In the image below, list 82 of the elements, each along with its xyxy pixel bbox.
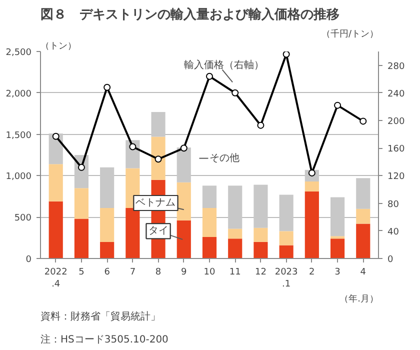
y-tick-label: 0 — [26, 255, 32, 265]
point — [129, 143, 136, 150]
x-tick-label: 2023 .1 — [274, 268, 298, 290]
point — [180, 144, 188, 152]
y2-tick-label: 40 — [388, 227, 400, 238]
y-tick-label: 500 — [14, 214, 32, 224]
y2-axis-title: （千円/トン） — [321, 28, 379, 40]
y2-tick-label: 80 — [388, 200, 400, 210]
bar — [228, 238, 242, 258]
x-tick-label: 12 — [254, 268, 266, 278]
bar — [126, 208, 140, 258]
y2-tick-label: 200 — [388, 117, 405, 127]
point — [360, 118, 367, 125]
bar — [330, 236, 345, 239]
point — [257, 122, 264, 129]
series-label: タイ — [148, 226, 168, 237]
bar — [151, 112, 166, 137]
x-tick-label: 8 — [155, 268, 162, 278]
bar — [74, 218, 89, 258]
point — [52, 132, 60, 140]
y2-tick-label: 280 — [388, 62, 405, 72]
chart-title: 図８ デキストリンの輸入量および輸入価格の推移 — [40, 6, 340, 22]
bar — [100, 167, 114, 208]
bar — [202, 208, 217, 237]
bar — [202, 236, 217, 258]
x-tick-label: 6 — [104, 268, 110, 278]
bar — [74, 188, 89, 219]
x-tick-label: 10 — [204, 268, 216, 278]
bar — [176, 220, 191, 258]
bar — [356, 208, 370, 224]
bar — [228, 228, 242, 239]
point — [334, 102, 342, 109]
y-tick-label: 2,500 — [6, 48, 32, 58]
text: 注：HSコード3505.10-200 — [40, 334, 168, 346]
bar — [48, 201, 63, 258]
bar — [279, 245, 294, 258]
bar — [356, 178, 370, 209]
point — [154, 156, 162, 163]
point — [104, 84, 111, 91]
bar — [304, 181, 319, 192]
y2-tick-label: 160 — [388, 144, 405, 155]
x-tick-label: 5 — [78, 268, 84, 278]
x-tick-label: 3 — [334, 268, 340, 278]
bar — [356, 224, 370, 258]
bar — [100, 242, 114, 258]
x-tick-label: 7 — [130, 268, 136, 278]
y2-tick-label: 240 — [388, 89, 405, 100]
series-label: 輸入価格（右軸） — [184, 59, 264, 72]
bar — [279, 231, 294, 246]
point — [206, 72, 213, 80]
bar — [48, 164, 63, 202]
bar — [151, 136, 166, 180]
x-tick-label: 2 — [309, 268, 315, 278]
bar — [228, 186, 242, 229]
bar — [176, 182, 191, 220]
y-tick-label: 1,000 — [6, 172, 32, 182]
bar — [330, 238, 345, 258]
point — [282, 52, 290, 58]
bar — [279, 194, 294, 232]
bar — [202, 186, 217, 208]
x-tick-label: 4 — [360, 268, 366, 278]
bar — [304, 191, 319, 258]
x-tick-label: 11 — [229, 268, 241, 278]
x-tick-label: 2022 .4 — [44, 268, 68, 290]
series-label: その他 — [210, 152, 240, 164]
y-axis-title: （トン） — [40, 42, 76, 52]
bar — [254, 242, 268, 258]
bar — [176, 148, 191, 182]
bar — [254, 228, 268, 242]
y2-tick-label: 120 — [388, 172, 405, 182]
y2-tick-label: 0 — [388, 255, 394, 265]
series-label: ベトナム — [136, 198, 176, 209]
x-tick-label: 9 — [181, 268, 188, 278]
text: 資料：財務省「貿易統計」 — [40, 310, 160, 322]
point — [78, 164, 85, 171]
bar — [100, 208, 114, 242]
y-tick-label: 2,000 — [6, 89, 32, 100]
y-tick-label: 1,500 — [6, 130, 32, 141]
bar — [330, 197, 345, 236]
x-axis-title: （年.月） — [340, 294, 379, 304]
point — [232, 89, 239, 96]
bar — [254, 184, 268, 228]
